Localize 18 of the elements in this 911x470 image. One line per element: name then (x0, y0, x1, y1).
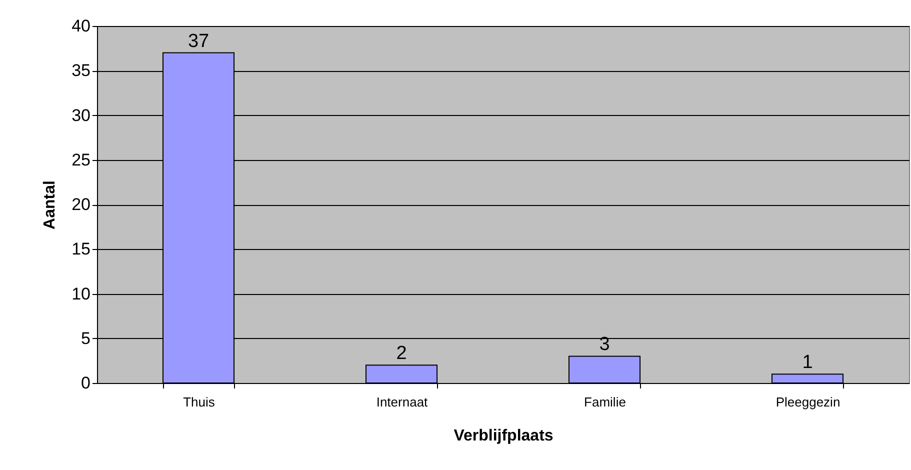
y-tick-label: 15 (72, 240, 90, 259)
x-tick-label: Pleeggezin (776, 394, 840, 410)
data-label: 2 (396, 343, 407, 364)
y-tick-label: 35 (72, 61, 90, 80)
data-label: 1 (802, 352, 813, 374)
x-tick-label: Thuis (183, 394, 216, 410)
y-tick-label: 25 (72, 150, 90, 170)
x-tick-label: Internaat (376, 394, 428, 410)
y-tick-label: 10 (72, 284, 90, 304)
data-label: 37 (188, 30, 210, 52)
y-tick-label: 30 (72, 106, 90, 125)
y-tick-label: 0 (81, 374, 90, 392)
x-axis-title: Verblijfplaats (454, 428, 554, 444)
y-tick-label: 20 (72, 195, 90, 214)
y-axis-title: Aantal (42, 180, 59, 230)
x-tick-label: Familie (584, 394, 626, 410)
y-tick-label: 40 (72, 16, 90, 36)
y-tick-label: 5 (81, 328, 90, 348)
